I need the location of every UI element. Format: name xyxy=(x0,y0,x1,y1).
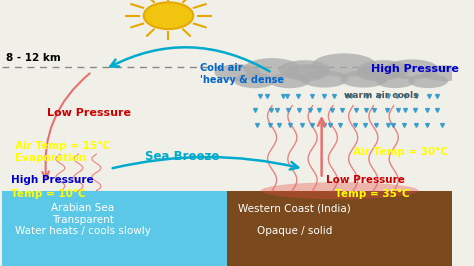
Ellipse shape xyxy=(375,74,415,88)
Ellipse shape xyxy=(357,65,401,81)
Text: warm air cools: warm air cools xyxy=(344,92,419,100)
Text: Low Pressure: Low Pressure xyxy=(47,108,131,118)
Text: Arabian Sea
Transparent
Water heats / cools slowly: Arabian Sea Transparent Water heats / co… xyxy=(15,203,151,236)
Ellipse shape xyxy=(279,60,331,79)
Ellipse shape xyxy=(423,65,467,81)
Polygon shape xyxy=(2,191,236,266)
Ellipse shape xyxy=(261,182,419,199)
Ellipse shape xyxy=(340,70,387,88)
Text: Western Coast (India)

Opaque / solid: Western Coast (India) Opaque / solid xyxy=(238,203,351,236)
FancyArrowPatch shape xyxy=(113,157,298,169)
Text: Air Temp = 15°C
Evaporation: Air Temp = 15°C Evaporation xyxy=(15,141,110,163)
Polygon shape xyxy=(227,191,452,266)
Text: Temp = 10°C: Temp = 10°C xyxy=(11,189,85,199)
Ellipse shape xyxy=(312,53,376,77)
FancyArrowPatch shape xyxy=(318,118,325,176)
Ellipse shape xyxy=(215,64,260,81)
Ellipse shape xyxy=(409,74,448,88)
Text: 8 - 12 km: 8 - 12 km xyxy=(6,53,61,63)
FancyArrowPatch shape xyxy=(110,47,270,71)
Ellipse shape xyxy=(284,64,329,81)
Ellipse shape xyxy=(244,58,301,79)
Ellipse shape xyxy=(269,73,310,88)
Ellipse shape xyxy=(234,73,275,88)
Circle shape xyxy=(144,2,193,29)
Ellipse shape xyxy=(357,60,410,79)
Text: Air Temp = 30°C: Air Temp = 30°C xyxy=(353,147,448,157)
FancyArrowPatch shape xyxy=(42,73,90,178)
Text: Sea Breeze: Sea Breeze xyxy=(145,150,219,163)
Ellipse shape xyxy=(385,59,439,79)
Text: High Pressure: High Pressure xyxy=(11,175,93,185)
Ellipse shape xyxy=(301,70,348,88)
Text: Low Pressure: Low Pressure xyxy=(326,175,405,185)
Text: Temp = 35°C: Temp = 35°C xyxy=(335,189,410,199)
Text: High Pressure: High Pressure xyxy=(371,64,459,74)
Text: Cold air
'heavy & dense: Cold air 'heavy & dense xyxy=(200,63,284,85)
